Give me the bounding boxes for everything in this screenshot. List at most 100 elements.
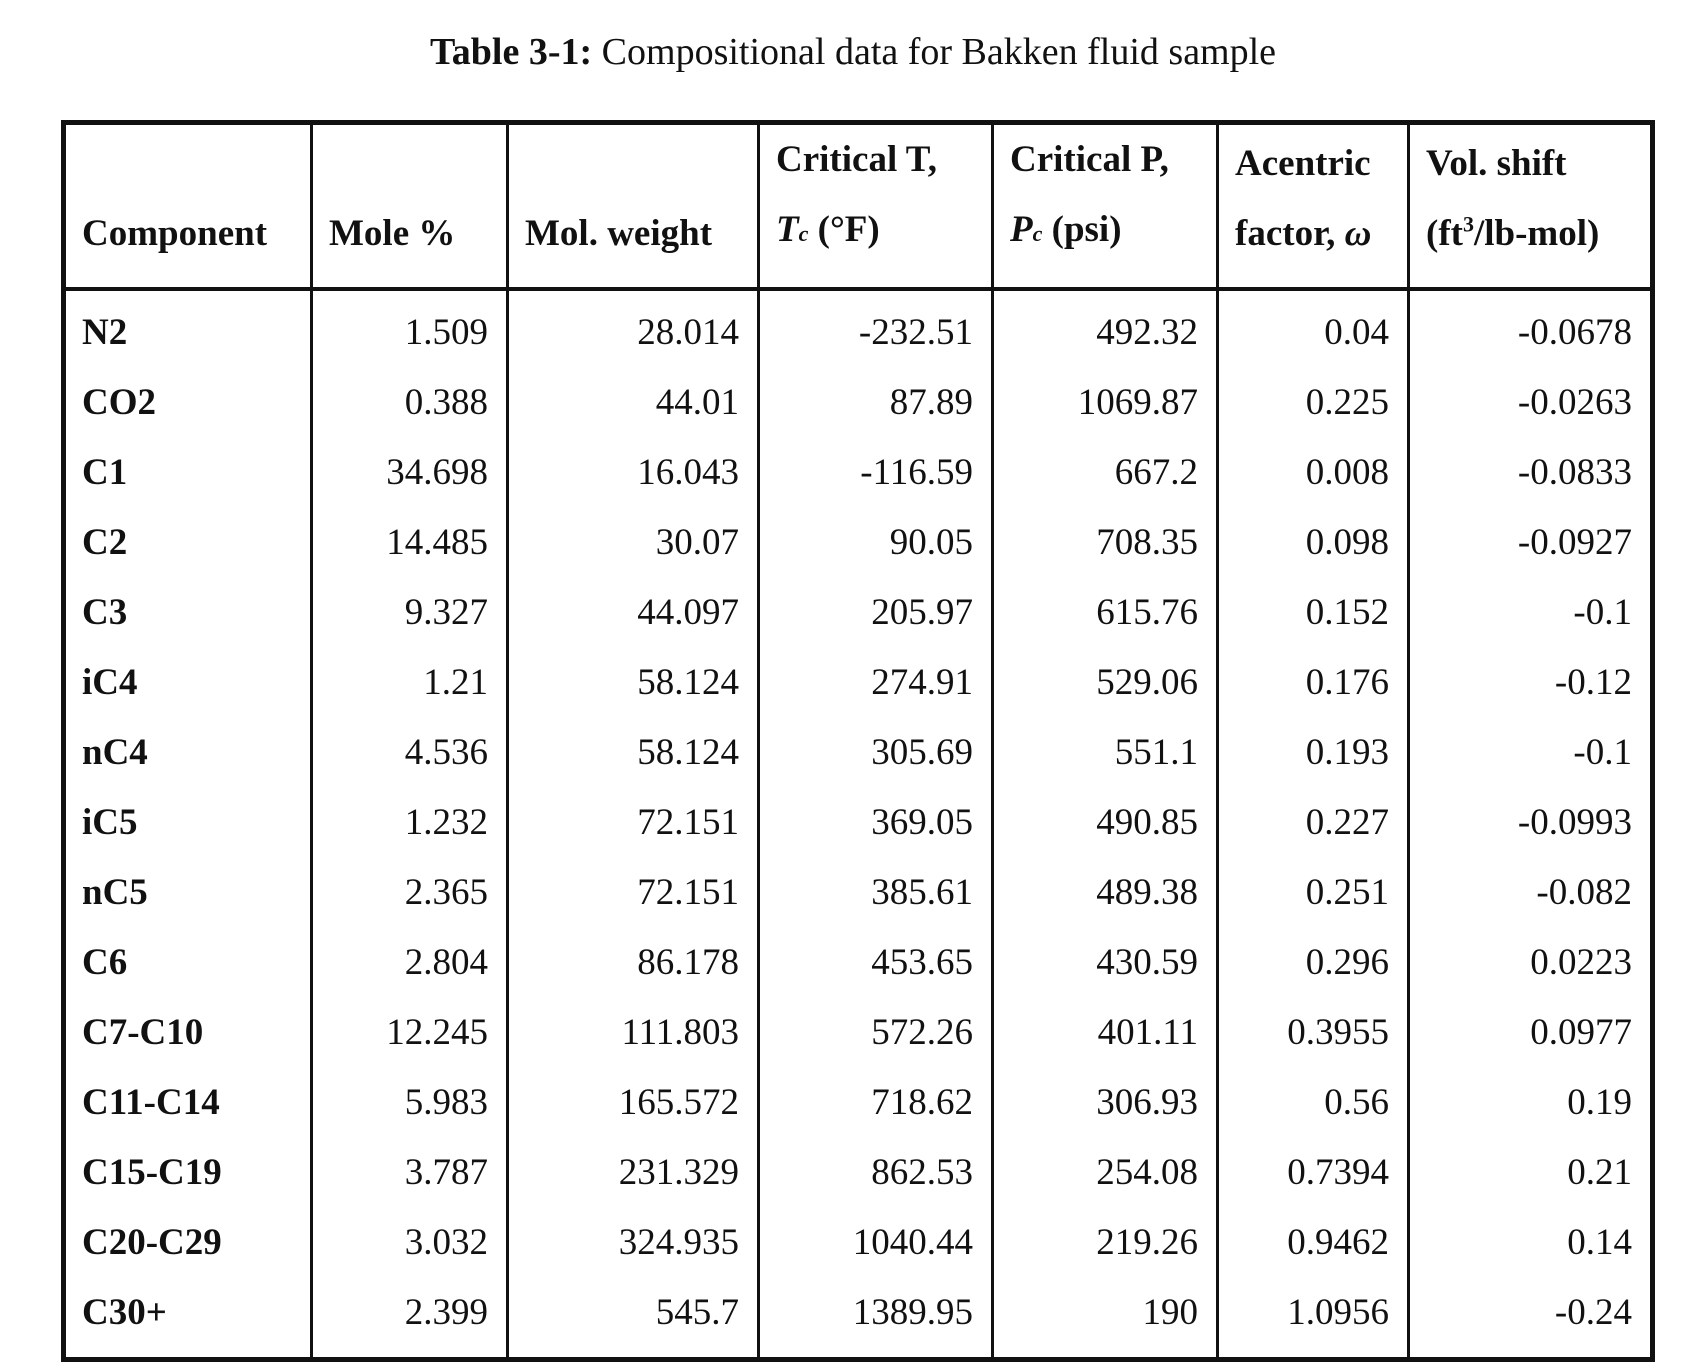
cell-critical-p: 551.1: [991, 717, 1219, 787]
header-critical-t: Critical T, Tc (°F): [757, 122, 994, 291]
cell-mole-percent: 5.983: [310, 1067, 509, 1137]
header-critical-p-line1: Critical P,: [1010, 139, 1169, 180]
cell-mol-weight: 30.07: [506, 507, 760, 577]
header-critical-p-subscript: c: [1032, 221, 1043, 246]
cell-critical-p: 490.85: [991, 787, 1219, 857]
cell-critical-t: 305.69: [757, 717, 994, 787]
cell-component: iC4: [62, 647, 313, 717]
header-component-label: Component: [82, 213, 268, 254]
cell-vol-shift: -0.0833: [1407, 437, 1654, 507]
cell-component: C6: [62, 927, 313, 997]
cell-critical-t: 1389.95: [757, 1277, 994, 1360]
cell-critical-p: 306.93: [991, 1067, 1219, 1137]
header-acentric-line2: factor, ω: [1235, 199, 1395, 269]
table-row: C7-C10 12.245 111.803 572.26 401.11 0.3955 0.0…: [62, 997, 1654, 1067]
header-acentric-symbol: ω: [1344, 213, 1372, 254]
cell-mol-weight: 72.151: [506, 787, 760, 857]
cell-vol-shift: -0.0263: [1407, 367, 1654, 437]
cell-mole-percent: 1.232: [310, 787, 509, 857]
cell-mol-weight: 44.097: [506, 577, 760, 647]
cell-component: C15-C19: [62, 1137, 313, 1207]
cell-mole-percent: 1.509: [310, 289, 509, 367]
cell-critical-p: 401.11: [991, 997, 1219, 1067]
header-vol-shift-line1: Vol. shift: [1426, 143, 1567, 184]
cell-acentric-factor: 0.7394: [1216, 1137, 1410, 1207]
cell-mole-percent: 2.365: [310, 857, 509, 927]
cell-mol-weight: 72.151: [506, 857, 760, 927]
cell-mol-weight: 28.014: [506, 289, 760, 367]
cell-component: CO2: [62, 367, 313, 437]
header-critical-p: Critical P, Pc (psi): [991, 122, 1219, 291]
cell-acentric-factor: 0.251: [1216, 857, 1410, 927]
cell-critical-p: 529.06: [991, 647, 1219, 717]
cell-acentric-factor: 0.9462: [1216, 1207, 1410, 1277]
header-critical-t-line1: Critical T,: [776, 139, 937, 180]
table-row: CO2 0.388 44.01 87.89 1069.87 0.225 -0.0263: [62, 367, 1654, 437]
cell-vol-shift: -0.0993: [1407, 787, 1654, 857]
header-critical-t-symbol: T: [776, 209, 799, 250]
cell-critical-p: 492.32: [991, 289, 1219, 367]
cell-critical-t: 90.05: [757, 507, 994, 577]
table-row: C30+ 2.399 545.7 1389.95 190 1.0956 -0.24: [62, 1277, 1654, 1360]
cell-critical-t: -116.59: [757, 437, 994, 507]
cell-component: C7-C10: [62, 997, 313, 1067]
table-row: C3 9.327 44.097 205.97 615.76 0.152 -0.1: [62, 577, 1654, 647]
cell-acentric-factor: 1.0956: [1216, 1277, 1410, 1360]
cell-critical-t: 453.65: [757, 927, 994, 997]
table-row: iC5 1.232 72.151 369.05 490.85 0.227 -0.0993: [62, 787, 1654, 857]
cell-acentric-factor: 0.098: [1216, 507, 1410, 577]
cell-critical-p: 219.26: [991, 1207, 1219, 1277]
cell-vol-shift: -0.12: [1407, 647, 1654, 717]
cell-critical-p: 708.35: [991, 507, 1219, 577]
cell-component: iC5: [62, 787, 313, 857]
cell-acentric-factor: 0.225: [1216, 367, 1410, 437]
header-critical-p-line2: Pc (psi): [1010, 195, 1204, 269]
cell-component: N2: [62, 289, 313, 367]
cell-critical-t: 369.05: [757, 787, 994, 857]
cell-mole-percent: 34.698: [310, 437, 509, 507]
cell-critical-t: 385.61: [757, 857, 994, 927]
cell-acentric-factor: 0.296: [1216, 927, 1410, 997]
table-caption-label: Table 3-1:: [429, 31, 593, 73]
table-row: iC4 1.21 58.124 274.91 529.06 0.176 -0.12: [62, 647, 1654, 717]
cell-critical-t: 718.62: [757, 1067, 994, 1137]
header-critical-t-subscript: c: [798, 221, 809, 246]
table-caption-text: Compositional data for Bakken fluid samp…: [601, 31, 1277, 73]
table-body: N2 1.509 28.014 -232.51 492.32 0.04 -0.0678 CO2…: [62, 289, 1654, 1360]
cell-component: C20-C29: [62, 1207, 313, 1277]
header-critical-t-unit: (°F): [808, 209, 880, 250]
cell-acentric-factor: 0.176: [1216, 647, 1410, 717]
header-row: Component Mole % Mol. weight Critical T,…: [62, 122, 1654, 291]
cell-vol-shift: -0.1: [1407, 717, 1654, 787]
table-caption: Table 3-1: Compositional data for Bakken…: [0, 26, 1706, 78]
table-row: C6 2.804 86.178 453.65 430.59 0.296 0.0223: [62, 927, 1654, 997]
cell-acentric-factor: 0.227: [1216, 787, 1410, 857]
cell-vol-shift: 0.0223: [1407, 927, 1654, 997]
cell-critical-t: 572.26: [757, 997, 994, 1067]
cell-acentric-factor: 0.193: [1216, 717, 1410, 787]
cell-mol-weight: 58.124: [506, 647, 760, 717]
cell-component: C30+: [62, 1277, 313, 1360]
cell-acentric-factor: 0.56: [1216, 1067, 1410, 1137]
cell-vol-shift: -0.082: [1407, 857, 1654, 927]
cell-mole-percent: 9.327: [310, 577, 509, 647]
cell-critical-p: 489.38: [991, 857, 1219, 927]
cell-critical-p: 430.59: [991, 927, 1219, 997]
header-vol-shift-unit-post: /lb-mol): [1473, 213, 1600, 254]
cell-component: nC5: [62, 857, 313, 927]
header-critical-p-unit: (psi): [1042, 209, 1122, 250]
header-acentric-line1: Acentric: [1235, 143, 1371, 184]
cell-component: nC4: [62, 717, 313, 787]
cell-mole-percent: 14.485: [310, 507, 509, 577]
table-row: nC5 2.365 72.151 385.61 489.38 0.251 -0.082: [62, 857, 1654, 927]
table-row: C11-C14 5.983 165.572 718.62 306.93 0.56 0.19: [62, 1067, 1654, 1137]
cell-mol-weight: 545.7: [506, 1277, 760, 1360]
cell-critical-p: 615.76: [991, 577, 1219, 647]
cell-mol-weight: 165.572: [506, 1067, 760, 1137]
header-mol-weight-label: Mol. weight: [525, 213, 713, 254]
header-acentric-text: factor,: [1235, 213, 1345, 254]
cell-mole-percent: 1.21: [310, 647, 509, 717]
header-critical-t-line2: Tc (°F): [776, 195, 979, 269]
table-row: C1 34.698 16.043 -116.59 667.2 0.008 -0.0833: [62, 437, 1654, 507]
cell-component: C1: [62, 437, 313, 507]
